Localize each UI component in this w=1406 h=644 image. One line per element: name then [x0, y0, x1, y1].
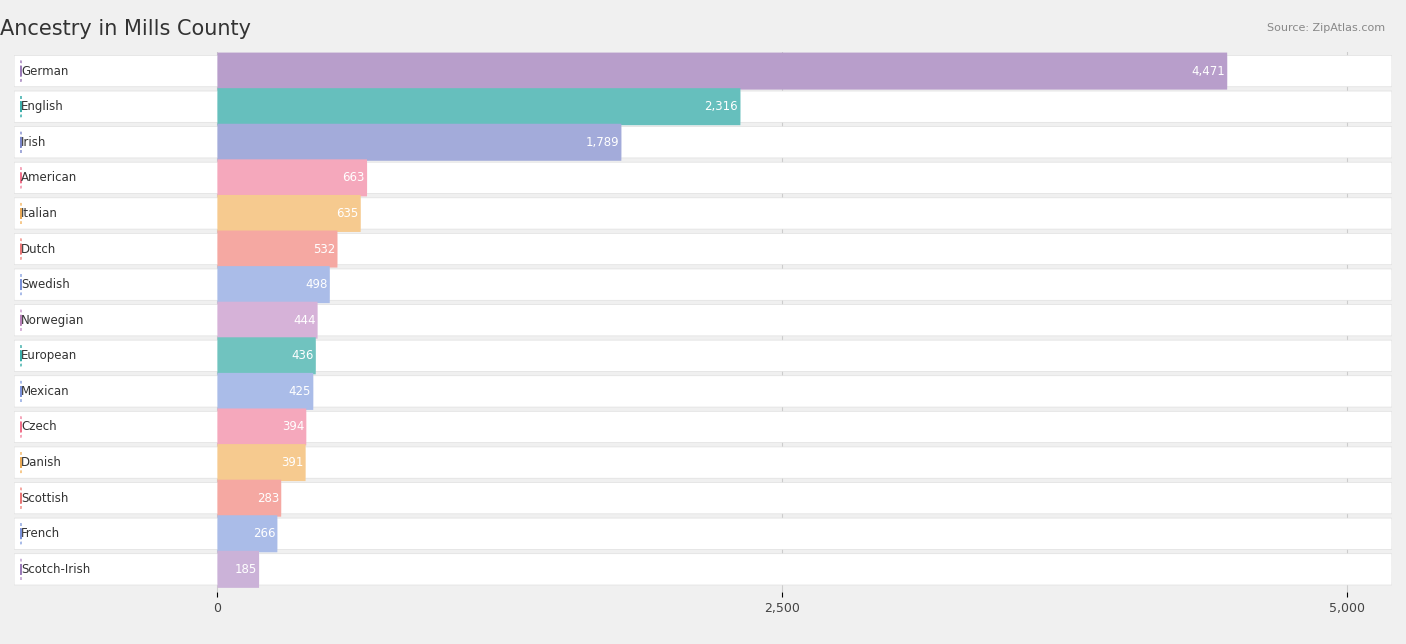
FancyBboxPatch shape [18, 486, 211, 511]
FancyBboxPatch shape [18, 414, 211, 440]
FancyBboxPatch shape [14, 554, 1392, 585]
Text: 444: 444 [292, 314, 315, 327]
Text: American: American [21, 171, 77, 184]
Text: 436: 436 [291, 349, 314, 363]
FancyBboxPatch shape [18, 59, 211, 84]
FancyBboxPatch shape [14, 162, 1392, 194]
Text: 391: 391 [281, 456, 304, 469]
FancyBboxPatch shape [18, 521, 211, 547]
Text: 635: 635 [336, 207, 359, 220]
FancyBboxPatch shape [218, 195, 361, 232]
FancyBboxPatch shape [218, 444, 305, 481]
FancyBboxPatch shape [14, 447, 1392, 478]
FancyBboxPatch shape [14, 375, 1392, 407]
FancyBboxPatch shape [14, 518, 1392, 549]
FancyBboxPatch shape [14, 340, 1392, 372]
Text: 1,789: 1,789 [585, 136, 619, 149]
FancyBboxPatch shape [18, 236, 211, 262]
FancyBboxPatch shape [18, 307, 211, 333]
FancyBboxPatch shape [18, 165, 211, 191]
Text: English: English [21, 100, 63, 113]
Text: Source: ZipAtlas.com: Source: ZipAtlas.com [1267, 23, 1385, 33]
Text: Danish: Danish [21, 456, 62, 469]
FancyBboxPatch shape [218, 266, 330, 303]
Text: 283: 283 [257, 491, 278, 505]
FancyBboxPatch shape [14, 233, 1392, 265]
FancyBboxPatch shape [14, 91, 1392, 122]
FancyBboxPatch shape [14, 198, 1392, 229]
FancyBboxPatch shape [14, 269, 1392, 300]
Text: 425: 425 [288, 385, 311, 398]
Text: Scottish: Scottish [21, 491, 69, 505]
FancyBboxPatch shape [14, 412, 1392, 442]
FancyBboxPatch shape [218, 88, 741, 125]
Text: German: German [21, 64, 69, 77]
FancyBboxPatch shape [18, 272, 211, 298]
FancyBboxPatch shape [18, 201, 211, 226]
Text: 2,316: 2,316 [704, 100, 738, 113]
Text: 266: 266 [253, 527, 276, 540]
Text: 498: 498 [305, 278, 328, 291]
Text: Czech: Czech [21, 421, 56, 433]
FancyBboxPatch shape [18, 94, 211, 120]
FancyBboxPatch shape [18, 556, 211, 582]
Text: Irish: Irish [21, 136, 46, 149]
Text: 4,471: 4,471 [1191, 64, 1225, 77]
Text: European: European [21, 349, 77, 363]
Text: 663: 663 [343, 171, 364, 184]
FancyBboxPatch shape [218, 515, 277, 553]
FancyBboxPatch shape [18, 129, 211, 155]
Text: Swedish: Swedish [21, 278, 70, 291]
Text: French: French [21, 527, 60, 540]
FancyBboxPatch shape [218, 302, 318, 339]
Text: 394: 394 [281, 421, 304, 433]
FancyBboxPatch shape [218, 53, 1227, 90]
FancyBboxPatch shape [18, 450, 211, 475]
Text: Dutch: Dutch [21, 243, 56, 256]
FancyBboxPatch shape [14, 305, 1392, 336]
FancyBboxPatch shape [18, 379, 211, 404]
FancyBboxPatch shape [218, 124, 621, 161]
FancyBboxPatch shape [218, 337, 316, 374]
FancyBboxPatch shape [218, 551, 259, 588]
Text: 532: 532 [314, 243, 335, 256]
FancyBboxPatch shape [218, 408, 307, 446]
FancyBboxPatch shape [14, 55, 1392, 87]
FancyBboxPatch shape [218, 480, 281, 516]
Text: Mexican: Mexican [21, 385, 70, 398]
FancyBboxPatch shape [218, 373, 314, 410]
FancyBboxPatch shape [14, 482, 1392, 514]
FancyBboxPatch shape [218, 231, 337, 267]
FancyBboxPatch shape [14, 127, 1392, 158]
FancyBboxPatch shape [218, 159, 367, 196]
Text: 185: 185 [235, 563, 257, 576]
Text: Ancestry in Mills County: Ancestry in Mills County [0, 19, 252, 39]
Text: Scotch-Irish: Scotch-Irish [21, 563, 90, 576]
Text: Norwegian: Norwegian [21, 314, 84, 327]
FancyBboxPatch shape [18, 343, 211, 368]
Text: Italian: Italian [21, 207, 58, 220]
